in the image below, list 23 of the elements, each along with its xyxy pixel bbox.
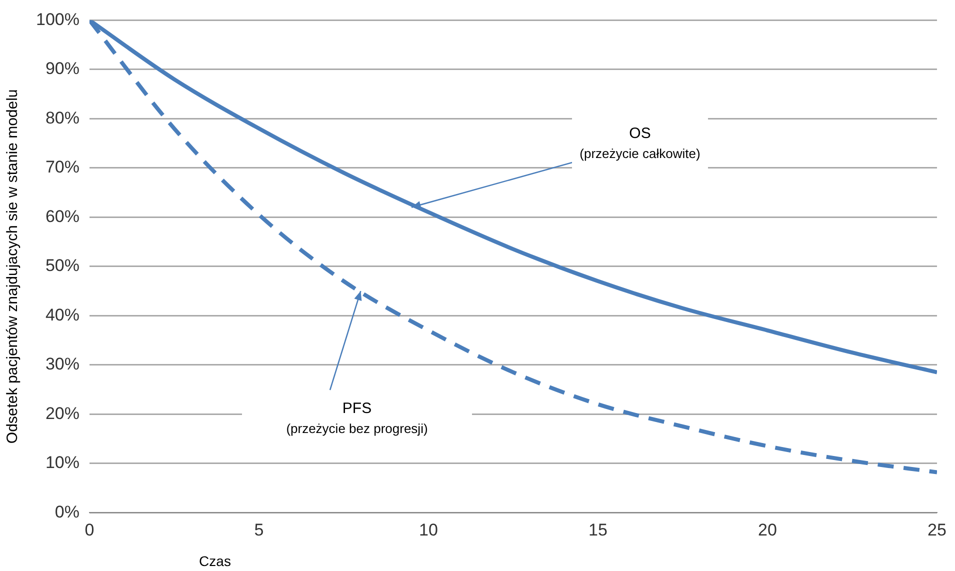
x-tick-label: 15	[588, 520, 608, 540]
x-tick-label: 20	[758, 520, 777, 540]
x-tick-label: 5	[254, 520, 264, 540]
y-axis-title: Odsetek pacjentów znajdujacych sie w stanie modelu	[4, 89, 22, 444]
y-tick-label: 30%	[45, 354, 80, 374]
y-tick-label: 90%	[45, 59, 80, 78]
x-axis-title: Czas	[199, 553, 231, 569]
annotation: (przeżycie bez progresji)	[285, 421, 429, 436]
y-tick-label: 60%	[45, 206, 80, 226]
annotation: OS	[628, 125, 652, 142]
y-tick-label: 40%	[45, 305, 80, 324]
y-tick-label: 20%	[45, 404, 80, 423]
annotation: (przeżycie całkowite)	[578, 146, 702, 161]
x-tick-label: 10	[419, 520, 438, 540]
x-tick-label: 25	[928, 520, 946, 540]
x-tick-label: 0	[84, 520, 94, 540]
annotation: PFS	[341, 400, 373, 417]
y-tick-label: 80%	[45, 108, 80, 128]
y-tick-label: 70%	[45, 158, 80, 177]
y-tick-label: 10%	[45, 453, 80, 472]
y-tick-label: 50%	[45, 256, 80, 276]
y-tick-label: 0%	[54, 502, 80, 522]
y-tick-label: 100%	[36, 10, 80, 29]
